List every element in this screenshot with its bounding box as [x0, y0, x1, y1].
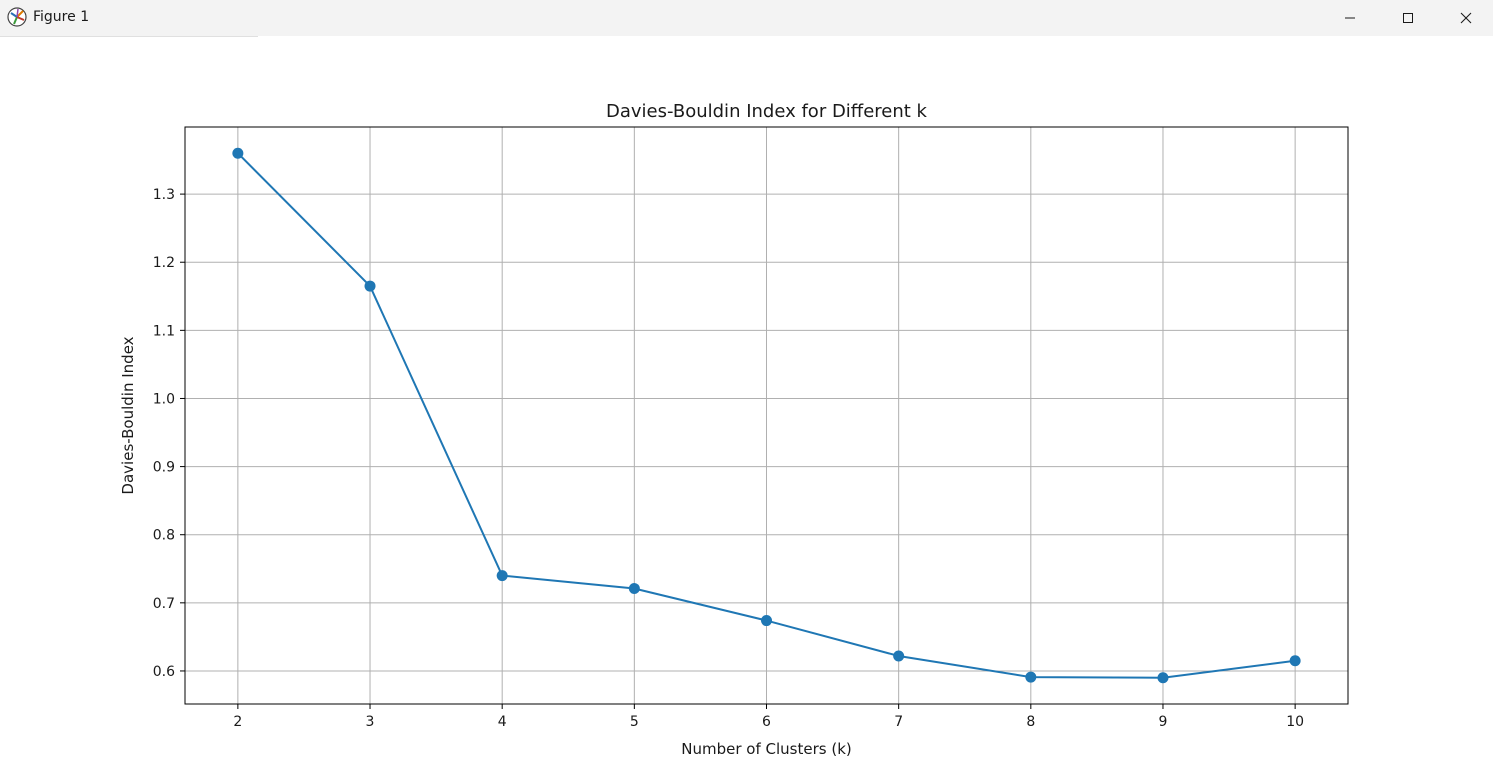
x-tick-label: 8	[1026, 714, 1035, 730]
series-layer	[232, 147, 1301, 684]
x-tick-label: 3	[366, 714, 375, 730]
y-tick-label: 0.9	[153, 460, 175, 476]
figure-canvas: 2 3 4 5 6 7 8 9 10 0.6 0.7 0.8 0.9 1.0 1.1 1.2 1.3 Davie…	[0, 37, 1493, 780]
x-tick-label: 2	[233, 714, 242, 730]
y-axis-label: Davies-Bouldin Index	[119, 336, 137, 494]
data-point	[1289, 655, 1301, 667]
data-point	[1157, 672, 1169, 684]
y-tick-label: 0.6	[153, 664, 175, 680]
maximize-icon	[1402, 12, 1414, 24]
title-bar-divider	[0, 36, 258, 37]
x-tick-label: 10	[1286, 714, 1304, 730]
y-tick-label: 1.2	[153, 255, 175, 271]
close-icon	[1460, 12, 1472, 24]
matplotlib-logo-icon	[7, 7, 27, 27]
ticks: 2 3 4 5 6 7 8 9 10 0.6 0.7 0.8 0.9 1.0 1.1 1.2 1.3	[153, 187, 1304, 730]
y-tick-label: 1.0	[153, 391, 175, 407]
x-tick-label: 7	[894, 714, 903, 730]
y-tick-label: 1.1	[153, 323, 175, 339]
data-point	[496, 570, 508, 582]
x-axis-label: Number of Clusters (k)	[681, 740, 851, 758]
data-point	[1025, 671, 1037, 683]
data-point	[232, 147, 244, 159]
close-button[interactable]	[1437, 0, 1493, 36]
title-bar[interactable]: Figure 1	[0, 0, 1493, 36]
maximize-button[interactable]	[1379, 0, 1437, 36]
grid	[185, 127, 1348, 704]
x-tick-label: 6	[762, 714, 771, 730]
x-tick-label: 4	[498, 714, 507, 730]
line-chart: 2 3 4 5 6 7 8 9 10 0.6 0.7 0.8 0.9 1.0 1.1 1.2 1.3 Davie…	[119, 101, 1349, 758]
data-point	[364, 280, 376, 292]
y-tick-label: 1.3	[153, 187, 175, 203]
data-point	[893, 650, 905, 662]
minimize-icon	[1344, 12, 1356, 24]
y-tick-label: 0.7	[153, 596, 175, 612]
y-tick-label: 0.8	[153, 528, 175, 544]
minimize-button[interactable]	[1321, 0, 1379, 36]
window-title: Figure 1	[33, 9, 90, 25]
data-point	[761, 615, 772, 627]
chart-title: Davies-Bouldin Index for Different k	[606, 101, 928, 122]
data-point	[628, 583, 640, 595]
x-tick-label: 5	[630, 714, 639, 730]
x-tick-label: 9	[1159, 714, 1168, 730]
